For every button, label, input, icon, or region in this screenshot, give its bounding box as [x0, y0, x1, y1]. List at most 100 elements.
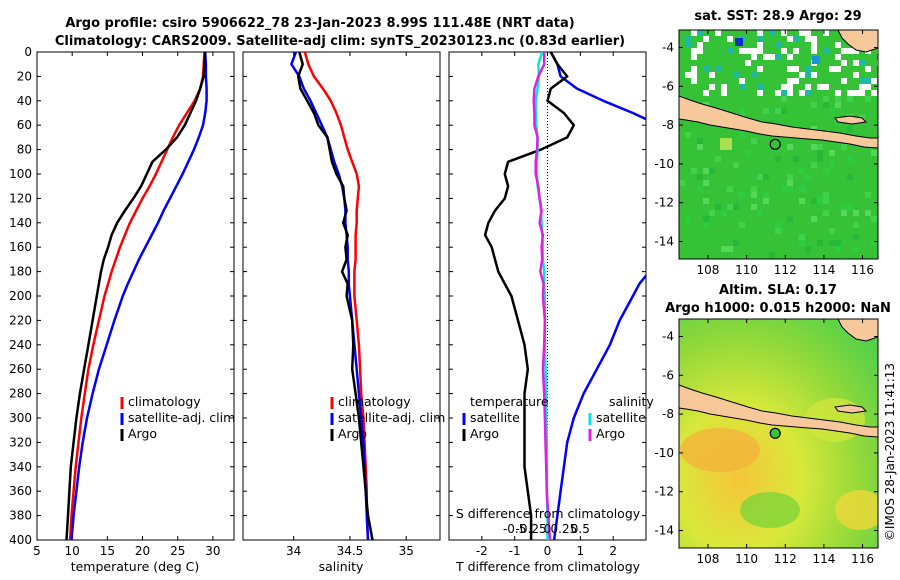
s-tick-label: 0 [544, 522, 552, 536]
sst-cell [787, 54, 793, 60]
sst-cell [829, 108, 835, 114]
temperature-xlabel: temperature (deg C) [71, 559, 200, 574]
sst-cell [703, 198, 709, 204]
sst-cell [787, 36, 793, 42]
sst-cell [835, 96, 841, 102]
sla-land-madura [834, 404, 868, 414]
sst-cell [859, 90, 865, 96]
sla-land-borneo [837, 319, 878, 342]
sst-cell [823, 84, 829, 90]
series-argo [296, 52, 374, 540]
sst-cell [847, 204, 853, 210]
series-climatology [68, 52, 206, 540]
sst-cell [811, 42, 817, 48]
y-tick-label: 240 [9, 338, 32, 352]
sst-cell [679, 180, 685, 186]
map-x-tick-label: 114 [812, 552, 835, 566]
sst-cell [775, 222, 781, 228]
sst-cell [799, 72, 805, 78]
y-tick-label: 280 [9, 387, 32, 401]
y-tick-label: 0 [24, 45, 32, 59]
sst-cell [865, 66, 871, 72]
sst-cell [871, 78, 877, 84]
x-tick-label: 34 [286, 544, 301, 558]
map-y-tick-label: -14 [654, 235, 674, 249]
sst-cell [841, 78, 847, 84]
sst-cell [757, 174, 763, 180]
sst-cell [811, 48, 817, 54]
sst-land-borneo [837, 30, 878, 53]
difference-top-xlabel: S difference from climatology [456, 506, 641, 521]
sst-cell [835, 90, 841, 96]
y-tick-label: 380 [9, 509, 32, 523]
sst-cell [691, 30, 697, 36]
sst-cell [823, 192, 829, 198]
legend-s-satellite: satellite [596, 410, 646, 425]
sst-cell [757, 84, 763, 90]
sst-cell [709, 84, 715, 90]
sst-cell [751, 186, 757, 192]
difference-xlabel: T difference from climatology [455, 559, 641, 574]
y-tick-label: 40 [17, 94, 32, 108]
sst-cell [739, 108, 745, 114]
sst-cell [847, 96, 853, 102]
map-y-tick-label: -10 [654, 157, 674, 171]
sst-cell [751, 72, 757, 78]
y-tick-label: 340 [9, 460, 32, 474]
s-tick-label: 0.5 [571, 522, 590, 536]
sst-cell [853, 60, 859, 66]
difference-plot: -2 -1 0 1 2-0.5-0.250 0.250.5 [449, 51, 646, 558]
map-y-tick-label: -8 [662, 118, 674, 132]
sst-cell [727, 186, 733, 192]
sla-blob-3 [740, 492, 800, 528]
x-tick-label: 20 [135, 544, 150, 558]
sst-cell [691, 78, 697, 84]
y-tick-label: 360 [9, 484, 32, 498]
sst-cell [787, 78, 793, 84]
sst-cell [823, 168, 829, 174]
sst-map-axes: 108 110 112 114 116 -4 -6 -8 -10 -12 -14 [654, 30, 878, 277]
sst-cell [841, 60, 847, 66]
sst-cell [775, 42, 781, 48]
sst-cell [781, 108, 787, 114]
sst-cell [817, 150, 823, 156]
difference-legend: temperature satellite Argo salinity sate… [462, 394, 654, 441]
y-tick-label: 100 [9, 167, 32, 181]
sst-cell [823, 48, 829, 54]
sst-cell [697, 144, 703, 150]
sst-cell [697, 42, 703, 48]
sst-cell [829, 150, 835, 156]
sst-cell [811, 102, 817, 108]
sst-cell [853, 72, 859, 78]
x-tick-label: 10 [65, 544, 80, 558]
sst-cell [757, 30, 763, 36]
sst-cell [721, 210, 727, 216]
sst-cell [727, 36, 733, 42]
sst-cell [709, 72, 715, 78]
series-climatology [303, 52, 370, 540]
sst-cell [859, 78, 865, 84]
sst-cell [703, 168, 709, 174]
sst-cell [817, 84, 823, 90]
sst-cell [793, 78, 799, 84]
legend-argo: Argo [128, 426, 157, 441]
sst-cell [835, 102, 841, 108]
sst-cell [805, 246, 811, 252]
series-satellite-adj-clim [70, 52, 208, 540]
sst-cell [829, 66, 835, 72]
sst-cell [775, 108, 781, 114]
sst-cell [745, 60, 751, 66]
x-tick-label: 34.5 [337, 544, 364, 558]
x-tick-label: 5 [33, 544, 41, 558]
series-satellite-adj-clim [290, 52, 370, 540]
sst-cell [739, 78, 745, 84]
legend-salinity-title: salinity [609, 394, 654, 409]
sst-cell [799, 240, 805, 246]
sst-cell [841, 48, 847, 54]
sst-cell [739, 84, 745, 90]
legend-climatology: climatology [338, 394, 411, 409]
sst-cell [745, 150, 751, 156]
sst-map [679, 30, 878, 259]
sst-cell [805, 90, 811, 96]
sst-cell [787, 216, 793, 222]
